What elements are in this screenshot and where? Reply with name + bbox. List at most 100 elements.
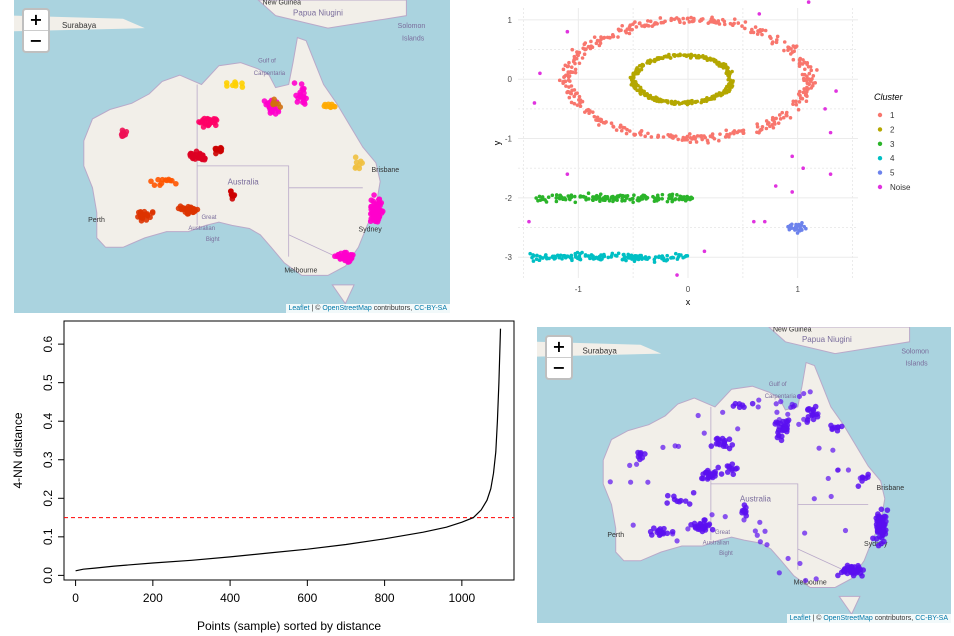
location-point	[705, 522, 712, 529]
scatter-point-cluster-1	[804, 99, 809, 104]
scatter-point-cluster-2	[701, 54, 705, 58]
scatter-point-cluster-1	[572, 88, 577, 92]
scatter-point-cluster-2	[719, 93, 723, 98]
scatter-point-cluster-1	[759, 127, 763, 132]
scatter-point-cluster-4	[600, 253, 605, 258]
label-new-guinea: New Guinea	[773, 327, 812, 333]
cluster-point	[190, 154, 197, 161]
attribution-sep: | ©	[810, 615, 824, 622]
scatter-point-cluster-5	[788, 224, 792, 229]
scatter-point-cluster-3	[651, 194, 655, 199]
scatter-point-cluster-4	[628, 255, 633, 260]
scatter-point-cluster-1	[791, 102, 795, 106]
scatter-point-cluster-2	[636, 83, 640, 88]
location-point	[757, 519, 763, 525]
scatter-point-cluster-1	[609, 121, 614, 126]
scatter-point-cluster-1	[805, 94, 809, 99]
scatter-point-cluster-1	[639, 128, 644, 133]
zoom-out-button[interactable]: −	[24, 30, 48, 51]
location-point	[607, 479, 613, 485]
scatter-point-cluster-noise	[790, 190, 794, 194]
location-point	[729, 442, 736, 448]
scatter-point-cluster-1	[577, 61, 582, 66]
cluster-map-panel[interactable]: Surabaya New Guinea Papua Niugini Solomon Is…	[14, 0, 450, 313]
location-point	[796, 393, 803, 400]
scatter-point-cluster-2	[645, 61, 649, 65]
scatter-point-cluster-4	[580, 250, 584, 255]
scatter-point-cluster-1	[564, 84, 568, 88]
location-point	[729, 467, 735, 473]
scatter-point-cluster-2	[634, 67, 639, 72]
scatter-point-cluster-3	[665, 199, 670, 204]
scatter-point-cluster-4	[614, 254, 619, 258]
scatter-point-cluster-1	[625, 127, 629, 132]
cluster-point	[149, 209, 156, 215]
location-point	[835, 467, 841, 473]
scatter-point-cluster-1	[743, 26, 747, 31]
cluster-point	[135, 214, 141, 220]
zoom-out-button[interactable]: −	[547, 357, 571, 378]
scatter-point-cluster-1	[731, 130, 735, 135]
tasmania	[331, 284, 355, 305]
scatter-point-cluster-1	[569, 100, 574, 105]
location-point	[781, 426, 788, 433]
scatter-point-cluster-3	[563, 197, 568, 202]
noise-map-panel[interactable]: Surabaya New Guinea Papua Niugini Solomon Is…	[537, 327, 951, 623]
leaflet-link[interactable]: Leaflet	[789, 615, 811, 622]
leaflet-link[interactable]: Leaflet	[288, 305, 310, 312]
scatter-point-cluster-1	[776, 121, 781, 125]
attribution-sep: | ©	[309, 305, 323, 312]
scatter-point-cluster-3	[601, 198, 606, 202]
zoom-control: + −	[22, 8, 50, 53]
location-point	[778, 399, 784, 405]
scatter-point-cluster-1	[602, 35, 607, 40]
zoom-in-button[interactable]: +	[29, 10, 43, 29]
scatter-point-cluster-3	[670, 199, 675, 204]
cluster-point	[294, 99, 301, 105]
scatter-point-cluster-1	[630, 27, 635, 32]
location-point	[732, 400, 739, 407]
zoom-in-button[interactable]: +	[552, 337, 566, 356]
cluster-point	[336, 253, 343, 260]
location-point	[690, 489, 697, 496]
scatter-point-cluster-1	[813, 81, 817, 85]
noise-map[interactable]: Surabaya New Guinea Papua Niugini Solomon Is…	[537, 327, 951, 623]
scatter-point-cluster-1	[763, 28, 768, 33]
tasmania	[838, 595, 861, 616]
scatter-point-cluster-1	[595, 118, 600, 123]
scatter-point-cluster-1	[568, 91, 573, 96]
plot-frame	[63, 320, 515, 581]
location-point	[785, 417, 792, 423]
cluster-point	[343, 254, 350, 260]
legend-label: 2	[890, 125, 895, 134]
scatter-point-cluster-2	[645, 93, 650, 98]
scatter-point-cluster-2	[703, 56, 707, 61]
osm-link[interactable]: OpenStreetMap	[322, 305, 372, 312]
location-point	[876, 522, 882, 528]
label-gulf-of: Gulf of	[769, 382, 787, 388]
scatter-point-cluster-1	[557, 78, 562, 83]
location-point	[764, 542, 770, 548]
scatter-point-cluster-4	[535, 253, 539, 258]
location-point	[739, 402, 746, 408]
scatter-point-cluster-1	[607, 35, 612, 40]
scatter-point-cluster-1	[717, 138, 721, 143]
license-link[interactable]: CC-BY-SA	[915, 615, 948, 622]
scatter-point-cluster-2	[729, 84, 733, 89]
scatter-point-cluster-1	[649, 135, 654, 139]
scatter-point-cluster-1	[618, 125, 622, 129]
scatter-point-cluster-1	[811, 74, 816, 78]
x-tick-label: 1	[795, 285, 800, 294]
location-point	[718, 471, 725, 477]
scatter-point-cluster-1	[673, 134, 678, 138]
scatter-point-cluster-2	[673, 102, 677, 106]
location-point	[695, 412, 701, 419]
license-link[interactable]: CC-BY-SA	[414, 305, 447, 312]
scatter-point-cluster-1	[806, 65, 811, 69]
location-point	[757, 539, 763, 545]
cluster-map[interactable]: Surabaya New Guinea Papua Niugini Solomon Is…	[14, 0, 450, 313]
scatter-point-cluster-1	[758, 29, 763, 34]
osm-link[interactable]: OpenStreetMap	[823, 615, 873, 622]
scatter-point-cluster-1	[565, 90, 569, 95]
location-point	[772, 421, 779, 427]
